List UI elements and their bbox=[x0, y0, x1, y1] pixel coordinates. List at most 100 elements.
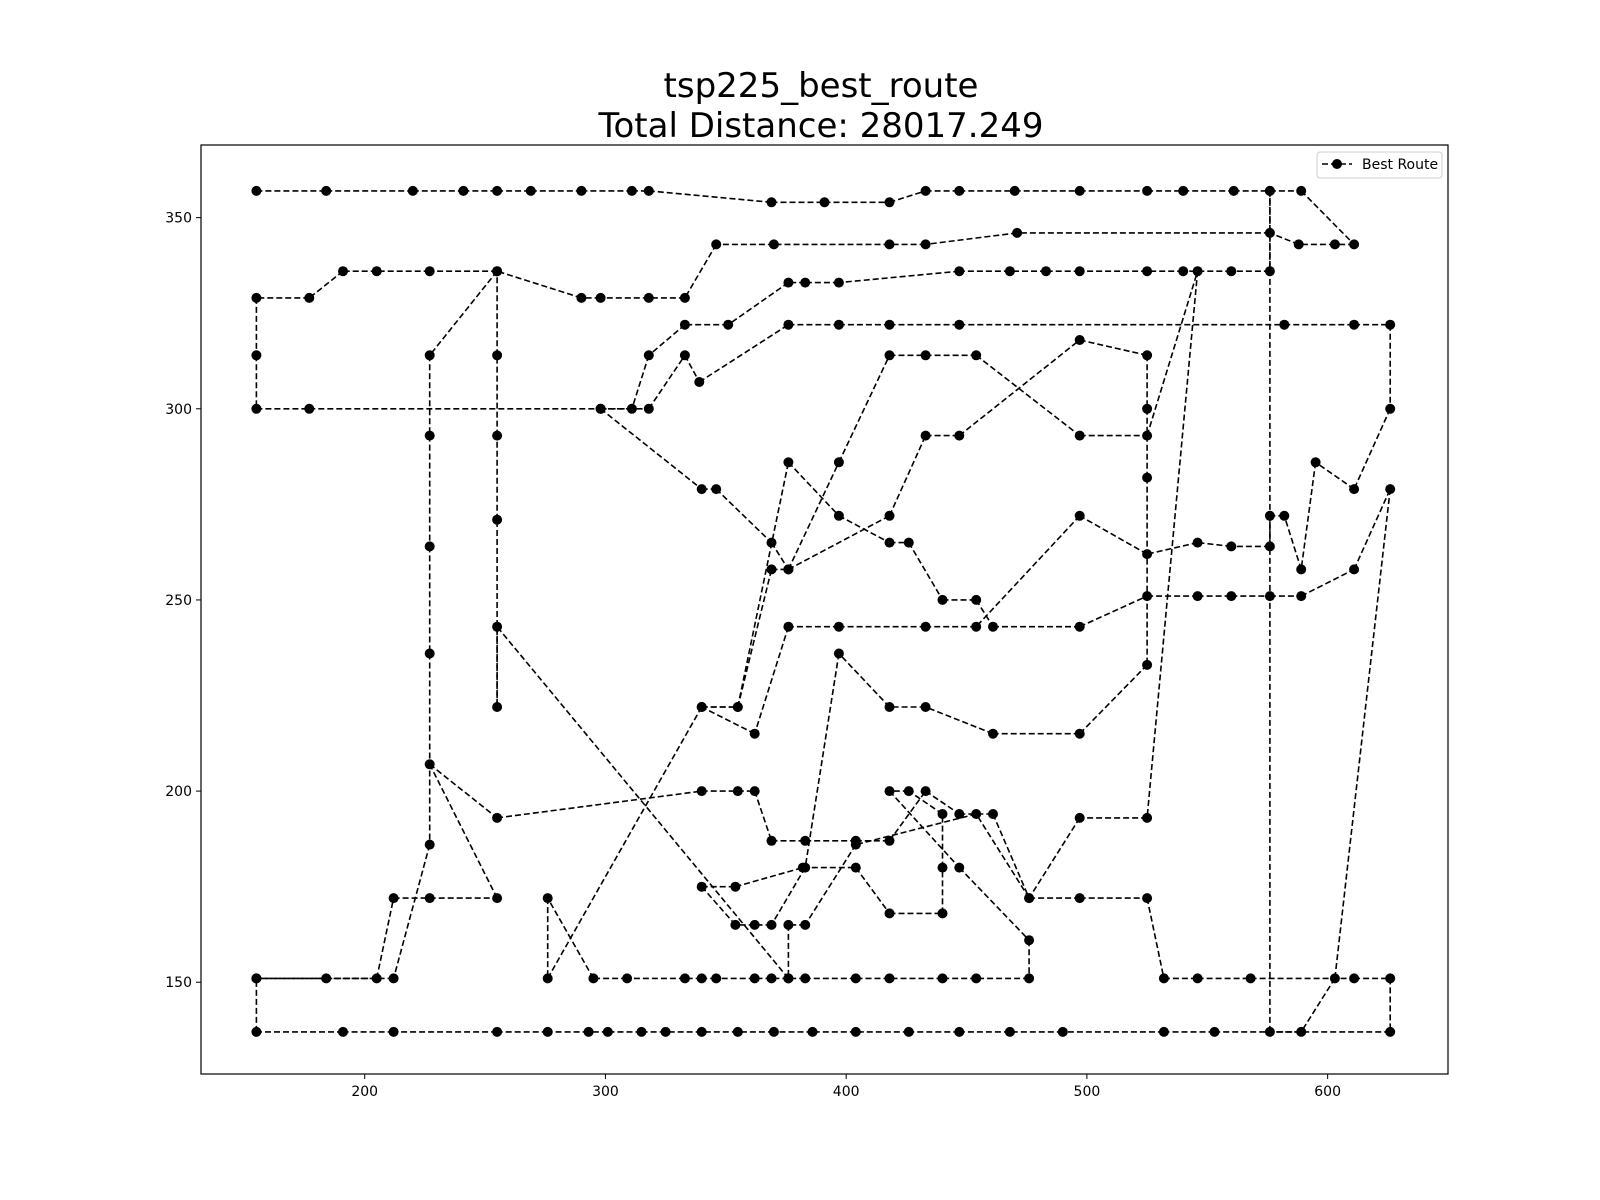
route-point bbox=[696, 786, 707, 797]
route-point bbox=[1004, 266, 1015, 277]
route-point bbox=[768, 1026, 779, 1037]
route-point bbox=[954, 862, 965, 873]
y-axis: 150 200 250 300 350 bbox=[165, 211, 201, 991]
route-point bbox=[971, 594, 982, 605]
route-point bbox=[1264, 266, 1275, 277]
route-point bbox=[884, 786, 895, 797]
route-point bbox=[251, 973, 262, 984]
route-point bbox=[626, 403, 637, 414]
route-segment bbox=[429, 270, 498, 356]
route-segment bbox=[925, 232, 1018, 246]
route-segment bbox=[684, 243, 717, 299]
route-point bbox=[920, 185, 931, 196]
route-point bbox=[1296, 591, 1307, 602]
route-point bbox=[920, 621, 931, 632]
route-point bbox=[1296, 564, 1307, 575]
legend: Best Route bbox=[1316, 151, 1443, 179]
route-point bbox=[749, 973, 760, 984]
route-point bbox=[723, 319, 734, 330]
route-point bbox=[954, 430, 965, 441]
route-segment bbox=[855, 867, 891, 914]
route-point bbox=[1142, 472, 1153, 483]
route-point bbox=[1142, 659, 1153, 670]
route-point bbox=[458, 185, 469, 196]
route-point bbox=[338, 1026, 348, 1037]
route-segment bbox=[684, 354, 701, 383]
y-tick-label: 350 bbox=[165, 211, 192, 227]
route-point bbox=[884, 350, 895, 361]
route-point bbox=[492, 266, 503, 277]
route-point bbox=[338, 266, 348, 277]
route-point bbox=[783, 319, 794, 330]
route-point bbox=[937, 973, 948, 984]
route-point bbox=[766, 919, 777, 930]
route-point bbox=[884, 973, 895, 984]
route-point bbox=[492, 812, 503, 823]
route-segment bbox=[925, 706, 994, 735]
route-segment bbox=[1353, 408, 1391, 490]
route-point bbox=[1296, 1026, 1307, 1037]
route-point bbox=[643, 292, 654, 303]
route-segment bbox=[770, 867, 806, 926]
route-point bbox=[1074, 728, 1085, 739]
route-point bbox=[783, 564, 794, 575]
route-point bbox=[679, 319, 690, 330]
legend-label: Best Route bbox=[1362, 157, 1438, 173]
route-segment bbox=[496, 626, 790, 979]
route-point bbox=[696, 1026, 707, 1037]
route-segment bbox=[701, 886, 736, 926]
route-segment bbox=[838, 354, 891, 463]
route-segment bbox=[1353, 488, 1391, 570]
route-segment bbox=[1315, 461, 1355, 490]
route-point bbox=[492, 185, 503, 196]
route-segment bbox=[1300, 977, 1336, 1033]
route-point bbox=[424, 266, 435, 277]
route-point bbox=[937, 908, 948, 919]
route-point bbox=[696, 702, 707, 712]
route-point bbox=[1264, 1026, 1275, 1037]
route-point bbox=[694, 377, 705, 387]
route-segment bbox=[496, 790, 702, 819]
x-tick-label: 200 bbox=[351, 1084, 378, 1100]
route-point bbox=[732, 1026, 743, 1037]
route-segment bbox=[838, 270, 960, 284]
legend-marker-sample bbox=[1332, 159, 1342, 169]
route-point bbox=[525, 185, 536, 196]
chart-subtitle: Total Distance: 28017.249 bbox=[597, 106, 1043, 146]
route-point bbox=[1385, 1026, 1396, 1037]
route-point bbox=[643, 403, 654, 414]
route-point bbox=[800, 835, 811, 846]
route-segment bbox=[735, 866, 804, 888]
route-segment bbox=[392, 844, 431, 979]
route-point bbox=[766, 564, 777, 575]
plot-area-frame bbox=[200, 144, 1449, 1075]
route-point bbox=[1245, 973, 1256, 984]
route-point bbox=[766, 973, 777, 984]
route-segment bbox=[1300, 462, 1317, 570]
route-point bbox=[903, 537, 914, 548]
route-point bbox=[643, 185, 654, 196]
route-segment bbox=[1146, 271, 1199, 818]
route-point bbox=[711, 239, 722, 250]
route-point bbox=[766, 197, 777, 208]
route-segment bbox=[1079, 339, 1148, 357]
route-point bbox=[711, 973, 722, 984]
route-point bbox=[1178, 266, 1189, 277]
route-point bbox=[730, 919, 741, 930]
route-point bbox=[251, 1026, 262, 1037]
route-point bbox=[1296, 185, 1307, 196]
route-point bbox=[797, 862, 808, 873]
route-segment bbox=[804, 844, 857, 926]
route-segment bbox=[547, 706, 703, 979]
route-segment bbox=[648, 324, 686, 356]
x-tick-label: 300 bbox=[592, 1084, 619, 1100]
route-point bbox=[1385, 319, 1396, 330]
route-point bbox=[800, 277, 811, 288]
route-point bbox=[1279, 510, 1290, 521]
route-segment bbox=[753, 626, 790, 734]
route-point bbox=[749, 728, 760, 739]
route-point bbox=[937, 862, 948, 873]
route-point bbox=[937, 809, 948, 819]
x-tick-label: 500 bbox=[1074, 1084, 1101, 1100]
